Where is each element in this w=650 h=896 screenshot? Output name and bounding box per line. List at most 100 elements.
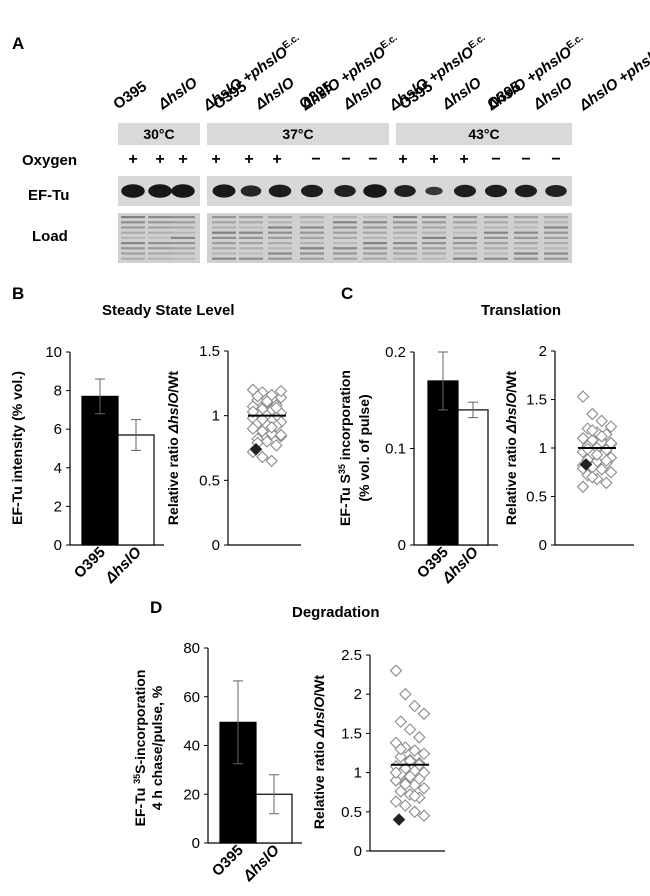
load-band (393, 242, 417, 245)
data-point (270, 439, 283, 452)
load-band (300, 247, 324, 250)
data-point (408, 789, 421, 803)
load-band (171, 221, 195, 224)
load-band (212, 226, 236, 229)
data-point (600, 454, 613, 467)
load-band (453, 231, 477, 234)
load-band (453, 242, 477, 245)
oxygen-sign: + (211, 151, 221, 168)
load-band (171, 242, 195, 245)
oxygen-sign: − (521, 151, 531, 168)
eftu-band (394, 185, 416, 197)
load-band (121, 252, 145, 255)
load-band (544, 242, 568, 245)
data-point (260, 395, 274, 408)
y-tick-label: 1.5 (341, 725, 362, 742)
load-band (239, 216, 263, 219)
load-band (393, 231, 417, 234)
category-label: ΔhslO (239, 842, 283, 886)
bar (457, 409, 489, 546)
load-band (300, 236, 324, 239)
load-band (268, 257, 292, 260)
load-label: Load (32, 228, 68, 245)
data-point (600, 476, 613, 490)
y-axis-label: 4 h chase/pulse, % (149, 685, 165, 810)
load-band (268, 247, 292, 250)
load-band (333, 231, 357, 234)
load-band (333, 236, 357, 239)
load-band (544, 257, 568, 260)
load-band (300, 231, 324, 234)
load-band (239, 221, 263, 224)
load-band (268, 252, 292, 255)
oxygen-sign: + (155, 151, 165, 168)
load-band (453, 221, 477, 224)
data-point (590, 448, 604, 462)
temp-37: 37°C (207, 123, 389, 145)
data-point (265, 421, 278, 434)
load-band (363, 231, 387, 234)
y-tick-label: 0 (398, 537, 406, 554)
load-band (148, 216, 172, 219)
load-band (363, 226, 387, 229)
load-band (484, 242, 508, 245)
load-band (484, 216, 508, 219)
load-band (393, 247, 417, 250)
eftu-band (334, 185, 356, 197)
category-label: ΔhslO (101, 544, 145, 588)
oxygen-sign: + (429, 151, 439, 168)
load-band (212, 252, 236, 255)
data-point (576, 480, 590, 494)
data-point (265, 427, 278, 441)
temp-43: 43°C (396, 123, 572, 145)
highlight-point (579, 458, 593, 471)
y-axis-label: EF-Tu intensity (% vol.) (9, 371, 25, 525)
load-band (239, 242, 263, 245)
load-band (171, 236, 195, 239)
load-band (239, 247, 263, 250)
data-point (408, 805, 421, 819)
load-band (514, 236, 538, 239)
y-tick-label: 0 (212, 537, 220, 554)
load-band (363, 236, 387, 239)
eftu-band (425, 186, 443, 196)
load-band (333, 252, 357, 255)
load-band (239, 231, 263, 234)
load-band (484, 257, 508, 260)
load-band (148, 242, 172, 245)
load-band (453, 226, 477, 229)
data-point (246, 422, 260, 435)
y-axis-label: Relative ratio ΔhslO/Wt (165, 371, 181, 525)
load-band (333, 216, 357, 219)
load-band (148, 236, 172, 239)
panel-a-letter: A (12, 34, 25, 53)
eftu-blot-bg-2 (207, 176, 572, 206)
data-point (260, 435, 274, 448)
data-point (394, 715, 407, 728)
data-point (403, 754, 417, 768)
load-band (268, 221, 292, 224)
panel-d-letter: D (150, 598, 163, 617)
eftu-band (453, 184, 477, 198)
data-point (394, 750, 407, 764)
load-band (422, 226, 446, 229)
eftu-band (545, 185, 567, 197)
load-band (422, 221, 446, 224)
y-axis-label: EF-Tu S35 incorporation (337, 370, 353, 526)
y-tick-label: 80 (183, 640, 200, 657)
load-band (212, 221, 236, 224)
load-band (212, 236, 236, 239)
data-point (256, 424, 269, 438)
data-point (586, 470, 599, 484)
data-point (399, 799, 412, 812)
load-band (121, 257, 145, 260)
load-band (514, 221, 538, 224)
load-band (171, 257, 195, 260)
highlight-point (392, 813, 406, 826)
load-band (148, 252, 172, 255)
load-band (300, 221, 324, 224)
load-band (393, 221, 417, 224)
load-band (514, 247, 538, 250)
load-band (239, 226, 263, 229)
eftu-band (212, 184, 236, 198)
